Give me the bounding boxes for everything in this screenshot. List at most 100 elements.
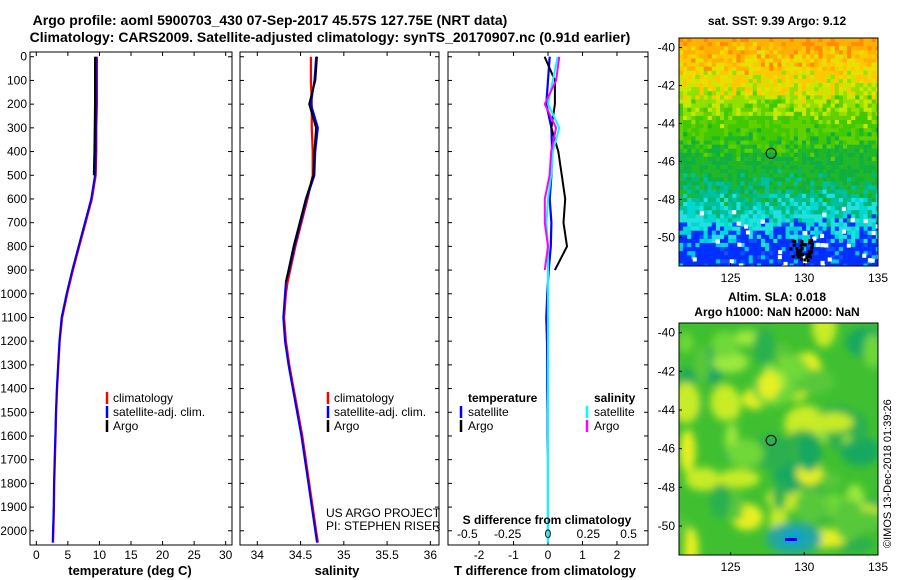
sst-cell xyxy=(826,202,831,207)
sst-cell xyxy=(793,103,799,108)
sst-cell xyxy=(761,251,766,256)
sst-cell xyxy=(785,103,790,108)
sst-cell xyxy=(765,238,770,244)
sst-cell xyxy=(830,111,836,117)
sst-cell xyxy=(810,218,815,223)
sst-cell xyxy=(810,177,815,182)
sst-cell xyxy=(715,79,721,84)
sst-cell xyxy=(761,74,766,80)
sst-cell xyxy=(679,263,684,266)
sst-cell xyxy=(679,95,684,100)
sst-cell xyxy=(826,107,831,113)
sst-cell xyxy=(695,206,700,211)
sla-blob xyxy=(833,499,865,542)
sst-cell xyxy=(744,50,749,55)
sst-cell xyxy=(875,70,878,76)
sst-cell xyxy=(728,79,733,84)
sst-cell xyxy=(699,234,704,240)
sst-cell xyxy=(838,124,844,129)
sst-cell xyxy=(752,152,758,158)
sst-cell xyxy=(736,238,741,244)
sst-cell xyxy=(867,120,872,125)
sst-cell xyxy=(863,152,868,158)
sst-cell xyxy=(863,181,868,186)
sst-cell xyxy=(748,111,754,117)
sst-cell xyxy=(748,115,754,121)
sst-cell xyxy=(736,148,741,154)
sst-cell xyxy=(740,120,745,125)
sst-cell xyxy=(826,95,831,100)
sst-cell xyxy=(707,136,713,141)
sst-cell xyxy=(818,107,823,113)
sst-cell xyxy=(740,58,745,63)
salinity-panel xyxy=(239,51,440,546)
sst-cell xyxy=(715,58,721,63)
sst-cell xyxy=(715,66,721,72)
sla-blob xyxy=(684,527,699,555)
sst-cell xyxy=(838,91,844,96)
sst-missing-cell xyxy=(732,210,737,215)
sst-cell xyxy=(691,214,696,219)
sst-cell xyxy=(687,238,692,244)
sst-missing-cell xyxy=(820,243,825,248)
sst-missing-cell xyxy=(760,219,765,224)
sst-cell xyxy=(843,79,848,84)
sst-cell xyxy=(756,107,762,113)
sst-cell xyxy=(761,54,766,59)
sst-cell xyxy=(711,238,717,244)
sst-cell xyxy=(814,259,819,264)
sst-cell xyxy=(785,226,790,231)
sst-cell xyxy=(785,132,790,137)
sst-cell xyxy=(732,66,737,72)
sst-cell xyxy=(740,70,745,76)
sst-cell xyxy=(744,148,749,154)
sst-cell xyxy=(851,87,856,92)
sst-cell xyxy=(752,46,758,51)
sst-cell xyxy=(826,111,831,117)
sst-cell xyxy=(724,103,729,108)
sst-cell xyxy=(871,243,877,248)
sst-cell xyxy=(687,124,692,129)
sst-cell xyxy=(843,87,848,92)
sst-cell xyxy=(765,169,770,174)
sst-cell xyxy=(838,148,844,154)
lat-tick-label: -40 xyxy=(658,326,676,340)
sst-cell xyxy=(720,54,725,59)
sst-cell xyxy=(691,222,696,227)
sst-cell xyxy=(732,62,737,67)
sst-cell xyxy=(765,259,770,264)
sst-cell xyxy=(707,152,713,158)
sst-cell xyxy=(679,120,684,125)
sst-cell xyxy=(871,103,877,108)
sst-cell xyxy=(810,214,815,219)
sst-cell xyxy=(736,120,741,125)
sst-cell xyxy=(777,234,782,240)
sst-cell xyxy=(871,206,877,211)
sst-cell xyxy=(761,185,766,190)
sst-cell xyxy=(703,83,708,88)
sst-cell xyxy=(871,251,877,256)
sst-cell xyxy=(871,95,877,100)
sst-cell xyxy=(769,38,774,43)
sst-cell xyxy=(773,238,778,244)
sst-cell xyxy=(843,115,848,121)
sst-cell xyxy=(797,148,803,154)
sst-cell xyxy=(793,50,799,55)
sst-cell xyxy=(859,70,864,76)
sst-cell xyxy=(744,197,749,203)
credit-line-2: PI: STEPHEN RISER xyxy=(326,519,441,533)
sst-cell xyxy=(789,62,795,67)
sst-cell xyxy=(748,54,754,59)
sla-blob xyxy=(711,331,738,358)
sst-cell xyxy=(847,230,852,236)
sst-cell xyxy=(781,120,786,125)
sst-cell xyxy=(793,79,799,84)
sst-cell xyxy=(724,38,729,43)
sst-cell xyxy=(871,50,877,55)
sst-cell xyxy=(699,132,704,137)
sst-cell xyxy=(736,42,741,47)
sst-cell xyxy=(707,42,713,47)
sst-cell xyxy=(715,111,721,117)
sst-missing-cell xyxy=(815,242,820,247)
sst-cell xyxy=(814,148,819,154)
